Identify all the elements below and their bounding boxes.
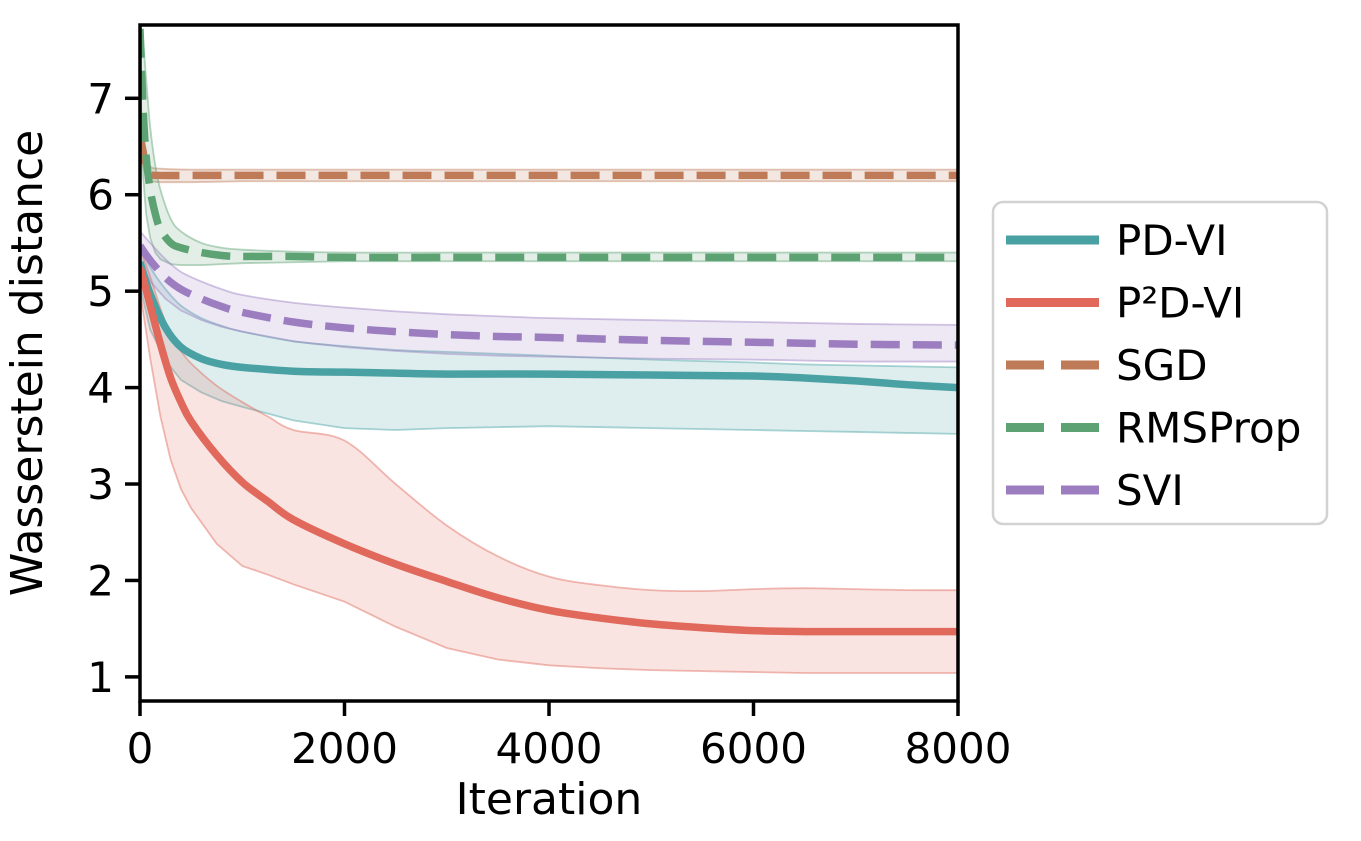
plot-frame bbox=[138, 23, 960, 703]
x-tick-label: 6000 bbox=[700, 724, 807, 773]
axes: 0 2000 4000 6000 8000 1 2 3 4 5 6 7 bbox=[87, 74, 1011, 773]
legend: PD-VI P²D-VI SGD RMSProp SVI bbox=[991, 200, 1329, 526]
y-tick-label: 7 bbox=[87, 74, 114, 123]
y-tick-label: 5 bbox=[87, 267, 114, 316]
y-tick-label: 6 bbox=[87, 171, 114, 220]
legend-box bbox=[991, 200, 1329, 526]
legend-entry-RMSProp: RMSProp bbox=[1006, 404, 1301, 453]
line-SGD bbox=[140, 134, 958, 180]
legend-entry-SGD: SGD bbox=[1006, 341, 1208, 390]
x-tick-label: 2000 bbox=[291, 724, 398, 773]
legend-entry-P²D-VI: P²D-VI bbox=[1006, 279, 1244, 328]
y-tick-label: 3 bbox=[87, 460, 114, 509]
confidence-bands bbox=[140, 25, 958, 674]
x-tick-label: 0 bbox=[127, 724, 154, 773]
band-RMSProp bbox=[140, 25, 958, 267]
y-axis-label: Wasserstein distance bbox=[2, 130, 53, 596]
line-PD-VI bbox=[140, 261, 958, 392]
series-lines bbox=[140, 28, 958, 636]
line-SVI bbox=[140, 243, 958, 349]
legend-label: RMSProp bbox=[1116, 404, 1301, 453]
line-P²D-VI bbox=[140, 266, 958, 636]
y-tick-label: 1 bbox=[87, 653, 114, 702]
legend-label: SGD bbox=[1116, 341, 1208, 390]
band-PD-VI bbox=[140, 242, 958, 435]
legend-entry-PD-VI: PD-VI bbox=[1006, 216, 1227, 265]
legend-label: P²D-VI bbox=[1116, 279, 1244, 328]
legend-label: SVI bbox=[1116, 466, 1184, 515]
x-tick-label: 8000 bbox=[905, 724, 1012, 773]
legend-label: PD-VI bbox=[1116, 216, 1227, 265]
y-tick-label: 4 bbox=[87, 364, 114, 413]
legend-entry-SVI: SVI bbox=[1006, 466, 1184, 515]
x-tick-label: 4000 bbox=[496, 724, 603, 773]
y-tick-label: 2 bbox=[87, 556, 114, 605]
x-axis-label: Iteration bbox=[456, 774, 643, 825]
line-RMSProp bbox=[140, 28, 958, 262]
